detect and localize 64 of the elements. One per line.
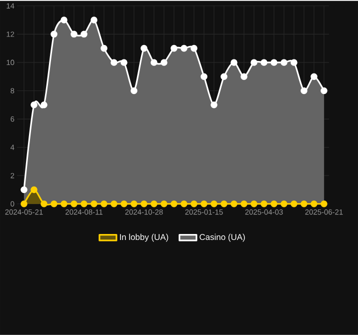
point (180, 44, 188, 52)
point (250, 59, 258, 66)
point (60, 200, 68, 208)
point (170, 200, 178, 208)
point (290, 200, 298, 208)
point (40, 102, 48, 108)
point (300, 87, 308, 94)
point (110, 200, 118, 208)
point (20, 200, 28, 208)
point (230, 200, 238, 208)
point (70, 30, 78, 38)
point (180, 200, 188, 208)
point (110, 59, 118, 66)
point (30, 186, 38, 194)
point (260, 200, 268, 208)
point (20, 186, 28, 194)
point (160, 59, 168, 66)
point (80, 200, 88, 208)
point (270, 200, 278, 208)
point (320, 200, 328, 208)
point (210, 102, 218, 108)
point (100, 44, 108, 52)
point (220, 73, 228, 80)
point (50, 200, 58, 208)
legend-label: Casino (UA) (200, 234, 245, 242)
point (280, 59, 288, 66)
point (260, 59, 268, 66)
point (140, 44, 148, 52)
point (160, 200, 168, 208)
point (290, 59, 298, 66)
point (220, 200, 228, 208)
point (30, 102, 38, 108)
point (150, 200, 158, 208)
point (230, 59, 238, 66)
point (320, 87, 328, 94)
point (270, 59, 278, 66)
point (140, 200, 148, 208)
point (250, 200, 258, 208)
point (100, 200, 108, 208)
point (130, 87, 138, 94)
point (120, 200, 128, 208)
point (40, 200, 48, 208)
point (150, 59, 158, 66)
point (210, 200, 218, 208)
point (200, 200, 208, 208)
point (90, 200, 98, 208)
point (130, 200, 138, 208)
point (200, 73, 208, 80)
point (90, 16, 98, 24)
point (280, 200, 288, 208)
legend-label: In lobby (UA) (120, 234, 168, 242)
point (310, 200, 318, 208)
point (310, 73, 318, 80)
point (50, 30, 58, 38)
point (70, 200, 78, 208)
point (80, 30, 88, 38)
point (190, 200, 198, 208)
point (300, 200, 308, 208)
point (170, 44, 178, 52)
point (120, 59, 128, 66)
point (240, 73, 248, 80)
point (60, 16, 68, 24)
point (240, 200, 248, 208)
point (190, 44, 198, 52)
